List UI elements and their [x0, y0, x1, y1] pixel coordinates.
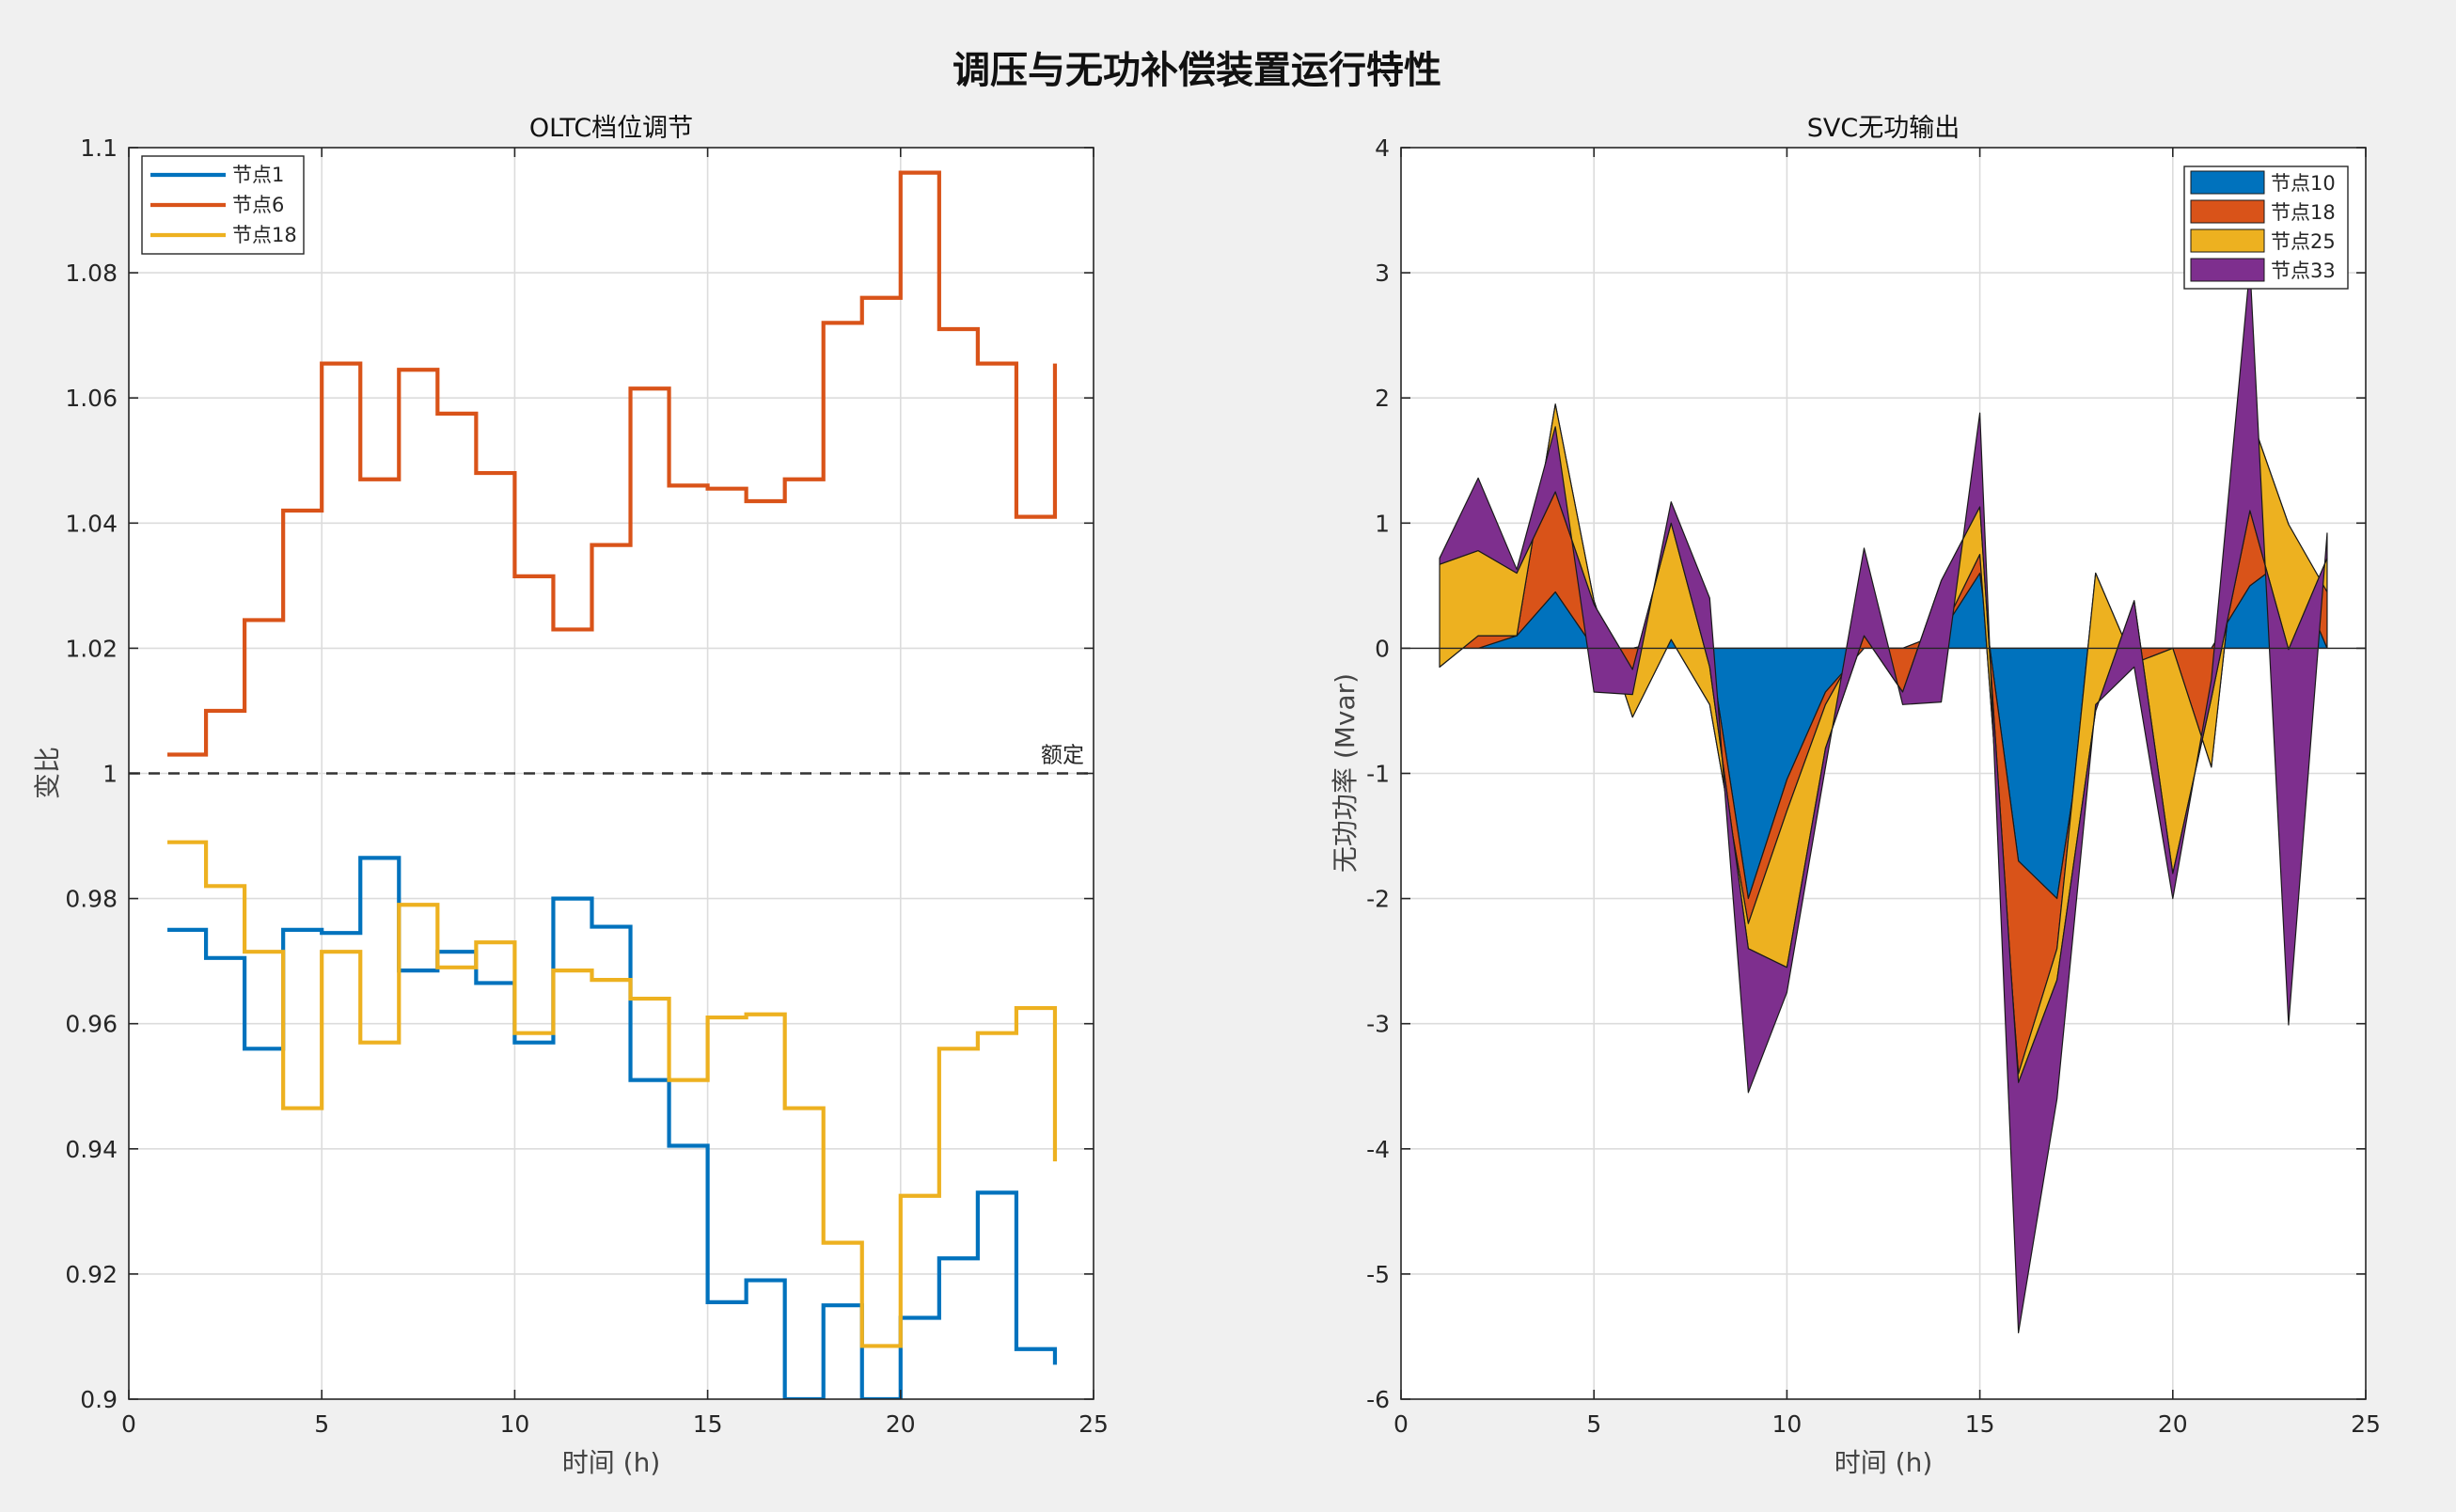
y-tick-label: 1	[102, 761, 118, 788]
svc-series-group	[1401, 265, 2366, 1334]
oltc-legend: 节点1 节点6 节点18	[141, 155, 305, 255]
oltc-ylabel: 变比	[32, 747, 63, 799]
y-tick-label: 1.08	[65, 260, 118, 287]
y-tick-label: -5	[1366, 1261, 1390, 1288]
legend-label: 节点6	[232, 194, 284, 216]
legend-label: 节点18	[2271, 201, 2336, 224]
x-tick-label: 25	[1078, 1410, 1109, 1438]
oltc-ticks: 0 5 10 15 20 25 0.9 0.92 0.94 0.96 0.98 1 1.02 1.04 1.…	[65, 134, 1109, 1438]
legend-swatch	[2190, 228, 2265, 253]
x-tick-label: 5	[314, 1410, 329, 1438]
y-tick-label: -3	[1366, 1011, 1390, 1038]
legend-label: 节点10	[2271, 172, 2336, 195]
y-tick-label: 0.96	[65, 1011, 118, 1038]
legend-label: 节点25	[2271, 230, 2336, 253]
svc-ticks: 0 5 10 15 20 25 -6 -5 -4 -3 -2 -1 0 1 2 3 4	[1366, 134, 2381, 1438]
y-tick-label: 0	[1375, 635, 1390, 662]
y-tick-label: -6	[1366, 1386, 1390, 1413]
oltc-series-line	[167, 856, 1058, 1399]
x-tick-label: 0	[1393, 1410, 1409, 1438]
oltc-series-line	[167, 840, 1058, 1348]
svc-legend: 节点10 节点18 节点25 节点33	[2183, 165, 2349, 290]
svc-ylabel: 无功功率 (Mvar)	[1330, 673, 1361, 873]
x-tick-label: 10	[1771, 1410, 1802, 1438]
rated-label: 额定	[1041, 744, 1084, 768]
legend-label: 节点1	[232, 164, 284, 186]
legend-label: 节点33	[2271, 260, 2336, 282]
x-tick-label: 0	[121, 1410, 136, 1438]
y-tick-label: -2	[1366, 886, 1390, 913]
svc-title: SVC无功输出	[1807, 114, 1960, 143]
x-tick-label: 25	[2351, 1410, 2381, 1438]
y-tick-label: 1.06	[65, 385, 118, 412]
y-tick-label: 0.94	[65, 1136, 118, 1163]
x-tick-label: 10	[499, 1410, 529, 1438]
svc-axes: 0 5 10 15 20 25 -6 -5 -4 -3 -2 -1 0 1 2 3 4 SVC无功输出 时间 (…	[1330, 114, 2381, 1478]
svc-grid	[1401, 148, 2366, 1399]
y-tick-label: 1.04	[65, 510, 118, 537]
oltc-title: OLTC档位调节	[529, 114, 693, 143]
legend-swatch	[2190, 199, 2265, 224]
oltc-xlabel: 时间 (h)	[562, 1447, 661, 1478]
legend-swatch	[2190, 170, 2265, 195]
x-tick-label: 20	[2158, 1410, 2188, 1438]
figure-title: 调压与无功补偿装置运行特性	[952, 49, 1441, 92]
y-tick-label: 1	[1375, 510, 1390, 537]
legend-label: 节点18	[232, 224, 297, 246]
y-tick-label: 1.1	[80, 134, 118, 162]
x-tick-label: 5	[1586, 1410, 1601, 1438]
y-tick-label: 4	[1375, 134, 1390, 162]
oltc-series-line	[167, 170, 1058, 757]
oltc-axes: 额定 0 5 10 15 20 25 0.9 0.92 0.94 0.96 0.98 1 1.02 1.0…	[32, 114, 1109, 1478]
y-tick-label: -4	[1366, 1136, 1390, 1163]
y-tick-label: 1.02	[65, 635, 118, 662]
y-tick-label: -1	[1366, 761, 1390, 788]
svc-xlabel: 时间 (h)	[1834, 1447, 1933, 1478]
oltc-series-group: 额定	[129, 170, 1094, 1399]
y-tick-label: 2	[1375, 385, 1390, 412]
legend-swatch	[2190, 258, 2265, 282]
y-tick-label: 0.98	[65, 886, 118, 913]
y-tick-label: 3	[1375, 260, 1390, 287]
y-tick-label: 0.9	[80, 1386, 118, 1413]
x-tick-label: 20	[886, 1410, 916, 1438]
x-tick-label: 15	[693, 1410, 723, 1438]
svc-area	[1439, 265, 2328, 1334]
x-tick-label: 15	[1965, 1410, 1995, 1438]
y-tick-label: 0.92	[65, 1261, 118, 1288]
